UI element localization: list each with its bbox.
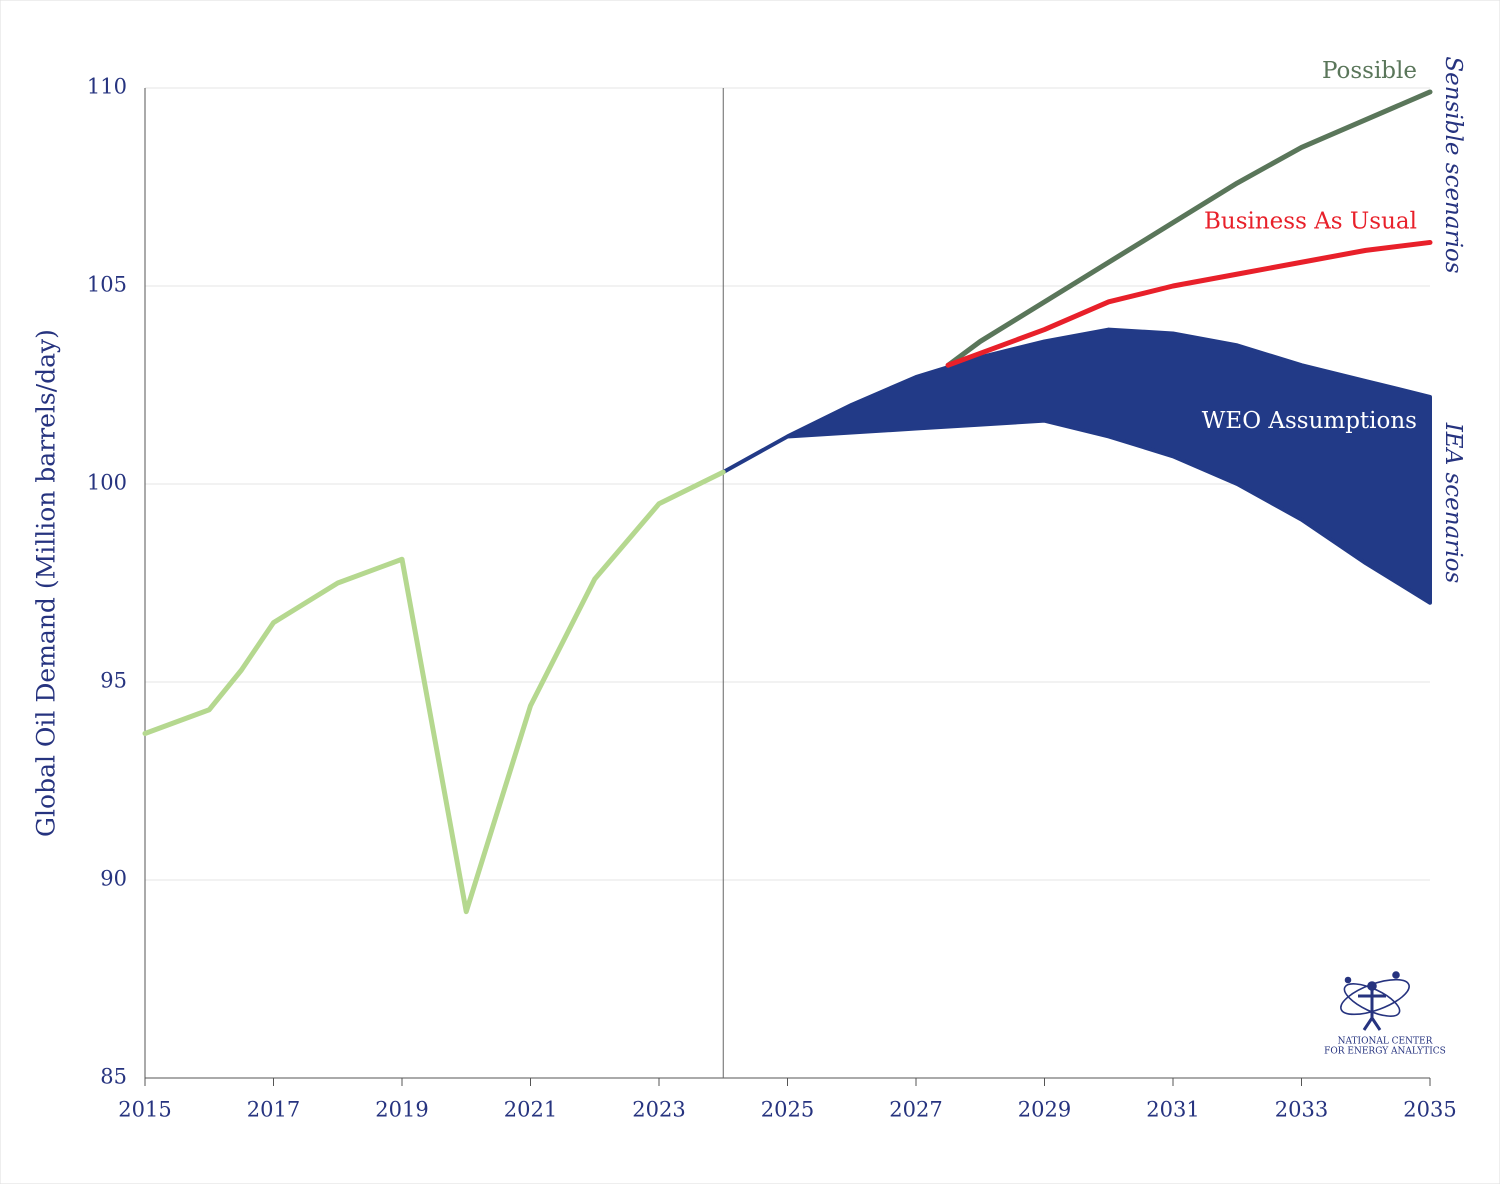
- series-label: Possible: [1322, 58, 1417, 84]
- x-tick-label: 2019: [375, 1098, 428, 1122]
- series-label: Business As Usual: [1204, 208, 1417, 234]
- y-tick-label: 100: [87, 471, 127, 495]
- group-label: Sensible scenarios: [1440, 56, 1466, 273]
- y-tick-label: 90: [100, 867, 127, 891]
- logo-text: NATIONAL CENTER: [1338, 1037, 1433, 1047]
- band-label: WEO Assumptions: [1202, 408, 1417, 434]
- x-tick-label: 2025: [761, 1098, 814, 1122]
- y-axis-label: Global Oil Demand (Million barrels/day): [32, 329, 61, 837]
- y-tick-label: 95: [100, 669, 127, 693]
- y-tick-label: 110: [87, 75, 127, 99]
- x-tick-label: 2031: [1146, 1098, 1199, 1122]
- series-line: [945, 239, 1433, 368]
- logo: [1340, 971, 1410, 1031]
- series-line: [142, 469, 726, 915]
- x-tick-label: 2023: [632, 1098, 685, 1122]
- x-tick-label: 2027: [889, 1098, 942, 1122]
- series-line: [945, 89, 1433, 368]
- x-tick-label: 2029: [1018, 1098, 1071, 1122]
- y-tick-label: 85: [100, 1065, 127, 1089]
- x-tick-label: 2015: [118, 1098, 171, 1122]
- x-tick-label: 2021: [504, 1098, 557, 1122]
- logo-text: FOR ENERGY ANALYTICS: [1324, 1047, 1446, 1057]
- group-label: IEA scenarios: [1440, 422, 1466, 584]
- x-tick-label: 2033: [1275, 1098, 1328, 1122]
- scenario-band: [721, 327, 1432, 605]
- y-tick-label: 105: [87, 273, 127, 297]
- x-tick-label: 2035: [1403, 1098, 1456, 1122]
- x-tick-label: 2017: [247, 1098, 300, 1122]
